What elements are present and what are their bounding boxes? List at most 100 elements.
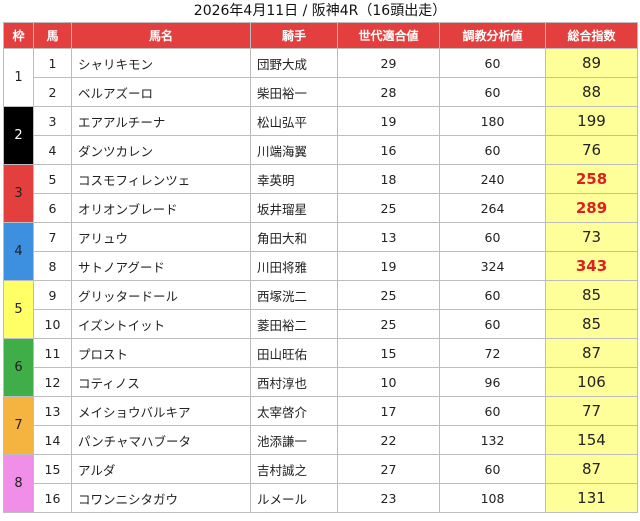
header-training-analysis: 調教分析値 <box>439 22 546 49</box>
total-index-cell: 343 <box>545 251 638 281</box>
header-horse-number: 馬 <box>33 22 72 49</box>
horse-name-cell: アリュウ <box>71 222 251 252</box>
table-row: 4 ダンツカレン 川端海翼 16 60 76 <box>4 135 638 165</box>
total-index-cell: 258 <box>545 164 638 194</box>
training-analysis-cell: 60 <box>439 396 546 426</box>
training-analysis-cell: 60 <box>439 135 546 165</box>
total-index-cell: 87 <box>545 338 638 368</box>
frame-number-cell: 3 <box>3 164 34 223</box>
jockey-cell: 田山旺佑 <box>250 338 338 368</box>
total-index-cell: 77 <box>545 396 638 426</box>
horse-name-cell: グリッタードール <box>71 280 251 310</box>
horse-name-cell: プロスト <box>71 338 251 368</box>
table-row: 2 ベルアズーロ 柴田裕一 28 60 88 <box>4 77 638 107</box>
header-jockey: 騎手 <box>250 22 338 49</box>
horse-number-cell: 15 <box>33 454 72 484</box>
generation-fit-cell: 29 <box>337 48 440 78</box>
header-row: 枠 馬 馬名 騎手 世代適合値 調教分析値 総合指数 <box>3 22 638 49</box>
generation-fit-cell: 25 <box>337 309 440 339</box>
horse-name-cell: イズントイット <box>71 309 251 339</box>
total-index-cell: 87 <box>545 454 638 484</box>
horse-number-cell: 5 <box>33 164 72 194</box>
table-row: 3 5 コスモフィレンツェ 幸英明 18 240 258 <box>3 164 638 223</box>
total-index-cell: 85 <box>545 309 638 339</box>
jockey-cell: 団野大成 <box>250 48 338 78</box>
frame-number-cell: 2 <box>3 106 34 165</box>
generation-fit-cell: 13 <box>337 222 440 252</box>
table-row: 8 サトノアグード 川田将雅 19 324 343 <box>4 251 638 281</box>
generation-fit-cell: 19 <box>337 251 440 281</box>
training-analysis-cell: 264 <box>439 193 546 223</box>
horse-number-cell: 4 <box>33 135 72 165</box>
table-row: 8 15 アルダ 吉村誠之 27 60 87 <box>3 454 638 513</box>
horse-number-cell: 9 <box>33 280 72 310</box>
horse-number-cell: 6 <box>33 193 72 223</box>
generation-fit-cell: 28 <box>337 77 440 107</box>
table-row: 2 3 エアアルチーナ 松山弘平 19 180 199 <box>3 106 638 165</box>
horse-number-cell: 10 <box>33 309 72 339</box>
table-row: 7 13 メイショウバルキア 太宰啓介 17 60 77 <box>3 396 638 455</box>
total-index-cell: 289 <box>545 193 638 223</box>
page-title: 2026年4月11日 / 阪神4R（16頭出走） <box>193 3 447 19</box>
training-analysis-cell: 60 <box>439 309 546 339</box>
training-analysis-cell: 324 <box>439 251 546 281</box>
table-row: 6 オリオンブレード 坂井瑠星 25 264 289 <box>4 193 638 223</box>
horse-name-cell: コティノス <box>71 367 251 397</box>
frame-number-cell: 5 <box>3 280 34 339</box>
training-analysis-cell: 60 <box>439 77 546 107</box>
horse-number-cell: 14 <box>33 425 72 455</box>
total-index-cell: 106 <box>545 367 638 397</box>
horse-name-cell: ベルアズーロ <box>71 77 251 107</box>
horse-number-cell: 2 <box>33 77 72 107</box>
total-index-cell: 88 <box>545 77 638 107</box>
training-analysis-cell: 180 <box>439 106 546 136</box>
horse-number-cell: 7 <box>33 222 72 252</box>
horse-name-cell: コスモフィレンツェ <box>71 164 251 194</box>
frame-number-cell: 7 <box>3 396 34 455</box>
table-row: 4 7 アリュウ 角田大和 13 60 73 <box>3 222 638 281</box>
training-analysis-cell: 132 <box>439 425 546 455</box>
header-total-index: 総合指数 <box>545 22 638 49</box>
horse-name-cell: エアアルチーナ <box>71 106 251 136</box>
horse-number-cell: 3 <box>33 106 72 136</box>
training-analysis-cell: 60 <box>439 454 546 484</box>
horse-number-cell: 16 <box>33 483 72 513</box>
table-body: 1 1 シャリキモン 団野大成 29 60 89 2 ベルアズーロ 柴田裕一 28 60 88 2 3 エアア… <box>3 48 638 513</box>
table-row: 16 コワンニシタガウ ルメール 23 108 131 <box>4 483 638 513</box>
jockey-cell: 角田大和 <box>250 222 338 252</box>
total-index-cell: 76 <box>545 135 638 165</box>
training-analysis-cell: 60 <box>439 222 546 252</box>
total-index-cell: 73 <box>545 222 638 252</box>
table-row: 1 1 シャリキモン 団野大成 29 60 89 <box>3 48 638 107</box>
horse-number-cell: 8 <box>33 251 72 281</box>
training-analysis-cell: 60 <box>439 280 546 310</box>
jockey-cell: 太宰啓介 <box>250 396 338 426</box>
horse-number-cell: 11 <box>33 338 72 368</box>
jockey-cell: 坂井瑠星 <box>250 193 338 223</box>
table-row: 14 パンチャマハブータ 池添謙一 22 132 154 <box>4 425 638 455</box>
table-row: 5 9 グリッタードール 西塚洸二 25 60 85 <box>3 280 638 339</box>
frame-number-cell: 4 <box>3 222 34 281</box>
frame-number-cell: 6 <box>3 338 34 397</box>
jockey-cell: 川田将雅 <box>250 251 338 281</box>
header-generation-fit: 世代適合値 <box>337 22 440 49</box>
table-row: 6 11 プロスト 田山旺佑 15 72 87 <box>3 338 638 397</box>
generation-fit-cell: 16 <box>337 135 440 165</box>
horse-name-cell: シャリキモン <box>71 48 251 78</box>
generation-fit-cell: 17 <box>337 396 440 426</box>
frame-number-cell: 1 <box>3 48 34 107</box>
training-analysis-cell: 108 <box>439 483 546 513</box>
jockey-cell: 吉村誠之 <box>250 454 338 484</box>
horse-name-cell: パンチャマハブータ <box>71 425 251 455</box>
jockey-cell: 西塚洸二 <box>250 280 338 310</box>
total-index-cell: 154 <box>545 425 638 455</box>
training-analysis-cell: 60 <box>439 48 546 78</box>
horse-name-cell: ダンツカレン <box>71 135 251 165</box>
frame-number-cell: 8 <box>3 454 34 513</box>
training-analysis-cell: 96 <box>439 367 546 397</box>
generation-fit-cell: 25 <box>337 193 440 223</box>
horse-number-cell: 13 <box>33 396 72 426</box>
horse-number-cell: 1 <box>33 48 72 78</box>
horse-name-cell: コワンニシタガウ <box>71 483 251 513</box>
jockey-cell: 川端海翼 <box>250 135 338 165</box>
